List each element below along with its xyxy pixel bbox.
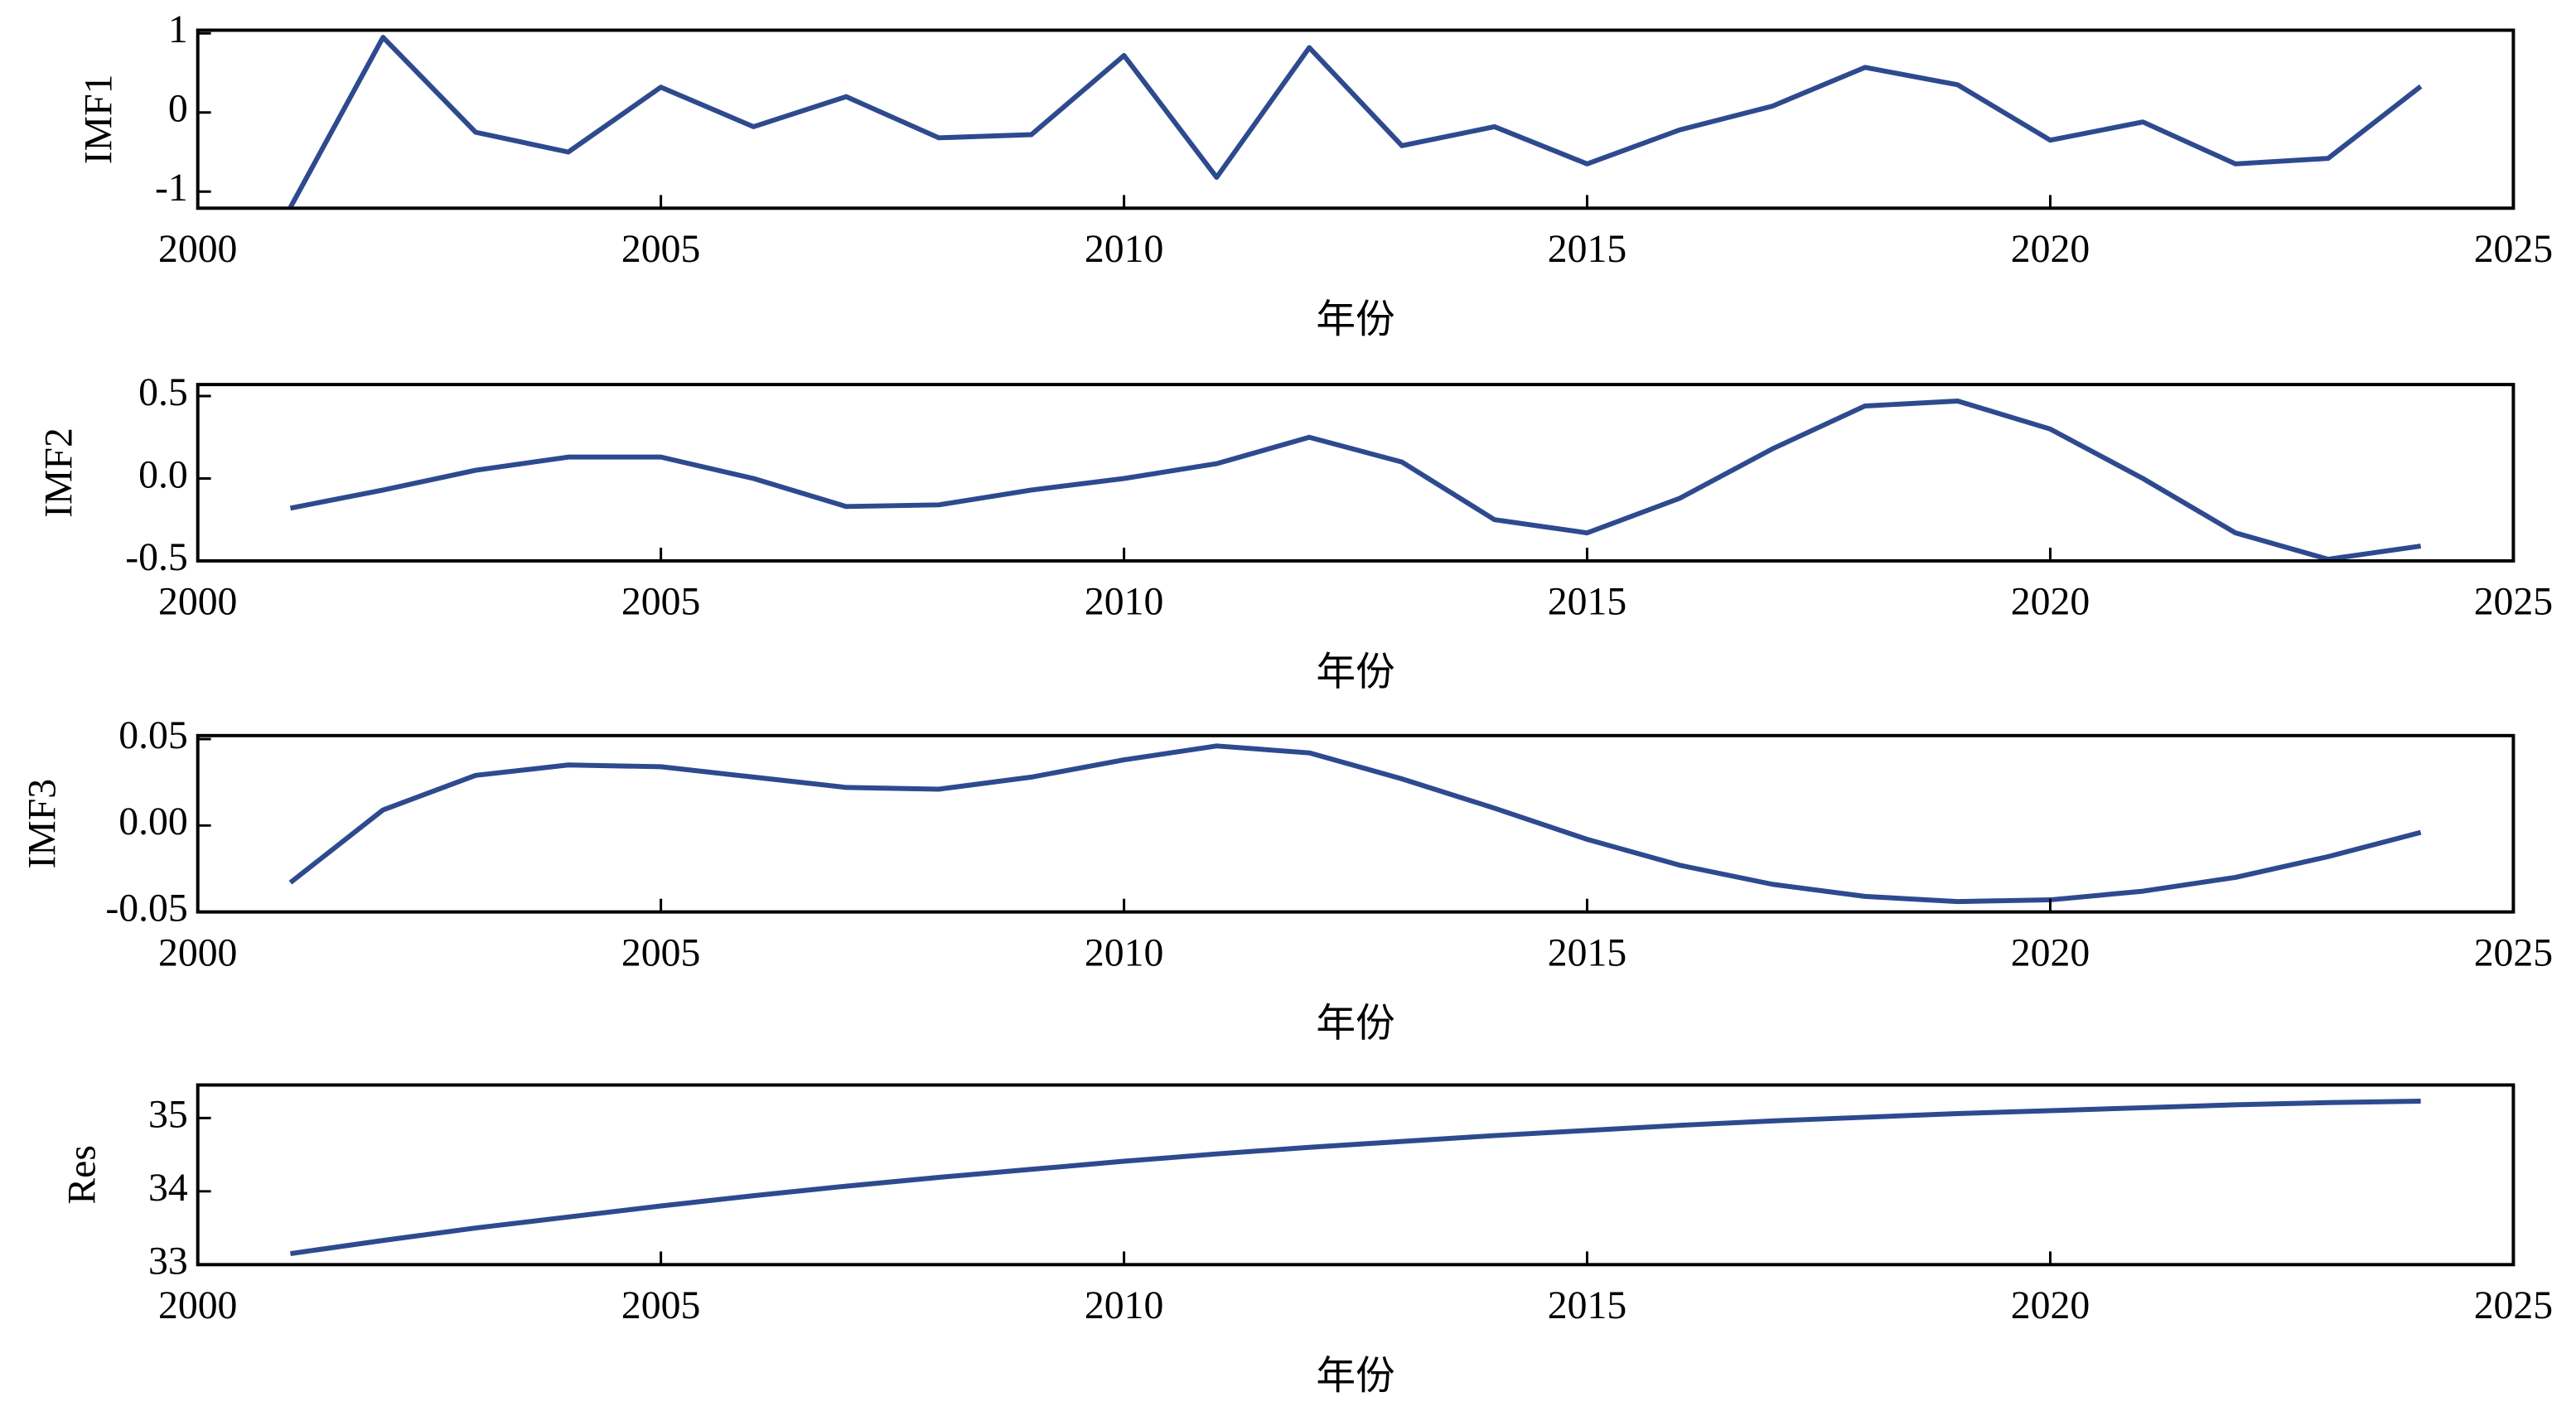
- y-tick-label: 33: [148, 1239, 188, 1283]
- x-axis-label: 年份: [1316, 1355, 1394, 1399]
- x-tick-label: 2000: [158, 580, 237, 624]
- y-tick-label: 0.00: [118, 800, 188, 843]
- y-tick-label: -1: [155, 166, 188, 210]
- x-tick-label: 2005: [621, 930, 700, 974]
- y-tick-label: -0.05: [105, 887, 187, 930]
- y-tick-label: 0: [168, 87, 188, 131]
- plot-frame: [196, 383, 2516, 563]
- plot-frame: [196, 733, 2516, 914]
- x-tick-label: 2000: [158, 1283, 237, 1327]
- x-tick-label: 2020: [2011, 1283, 2090, 1327]
- y-tick-label: 34: [148, 1166, 188, 1210]
- y-tick-label: -0.5: [125, 535, 188, 579]
- x-tick-label: 2010: [1085, 1283, 1163, 1327]
- x-axis-label: 年份: [1316, 650, 1394, 694]
- x-axis-label: 年份: [1316, 297, 1394, 341]
- x-tick-label: 2015: [1548, 227, 1626, 271]
- x-tick-label: 2015: [1548, 930, 1626, 974]
- x-tick-label: 2015: [1548, 580, 1626, 624]
- x-tick-label: 2025: [2474, 580, 2553, 624]
- x-tick-label: 2025: [2474, 930, 2553, 974]
- x-tick-label: 2005: [621, 580, 700, 624]
- x-tick-label: 2025: [2474, 227, 2553, 271]
- data-line: [288, 35, 2423, 209]
- x-tick-label: 2015: [1548, 1283, 1626, 1327]
- data-line: [289, 399, 2422, 562]
- x-tick-label: 2005: [621, 227, 700, 271]
- y-axis-label: IMF3: [21, 779, 65, 869]
- plot-frame: [196, 28, 2516, 210]
- x-tick-label: 2020: [2011, 227, 2090, 271]
- x-tick-label: 2000: [158, 930, 237, 974]
- y-tick-label: 35: [148, 1092, 188, 1136]
- x-axis-label: 年份: [1316, 1002, 1394, 1046]
- y-axis-label: IMF1: [76, 75, 120, 165]
- x-tick-label: 2010: [1085, 227, 1163, 271]
- x-tick-label: 2025: [2474, 1283, 2553, 1327]
- y-axis-label: IMF2: [37, 428, 81, 518]
- data-line: [290, 1098, 2421, 1256]
- x-tick-label: 2010: [1085, 930, 1163, 974]
- y-tick-label: 0.0: [138, 452, 188, 496]
- x-tick-label: 2020: [2011, 930, 2090, 974]
- x-tick-label: 2020: [2011, 580, 2090, 624]
- y-tick-label: 0.05: [118, 713, 188, 757]
- x-tick-label: 2000: [158, 227, 237, 271]
- y-axis-label: Res: [60, 1145, 104, 1205]
- y-tick-label: 1: [168, 7, 188, 51]
- x-tick-label: 2010: [1085, 580, 1163, 624]
- plot-frame: [196, 1083, 2516, 1267]
- y-tick-label: 0.5: [138, 370, 188, 414]
- data-line: [288, 743, 2422, 905]
- x-tick-label: 2005: [621, 1283, 700, 1327]
